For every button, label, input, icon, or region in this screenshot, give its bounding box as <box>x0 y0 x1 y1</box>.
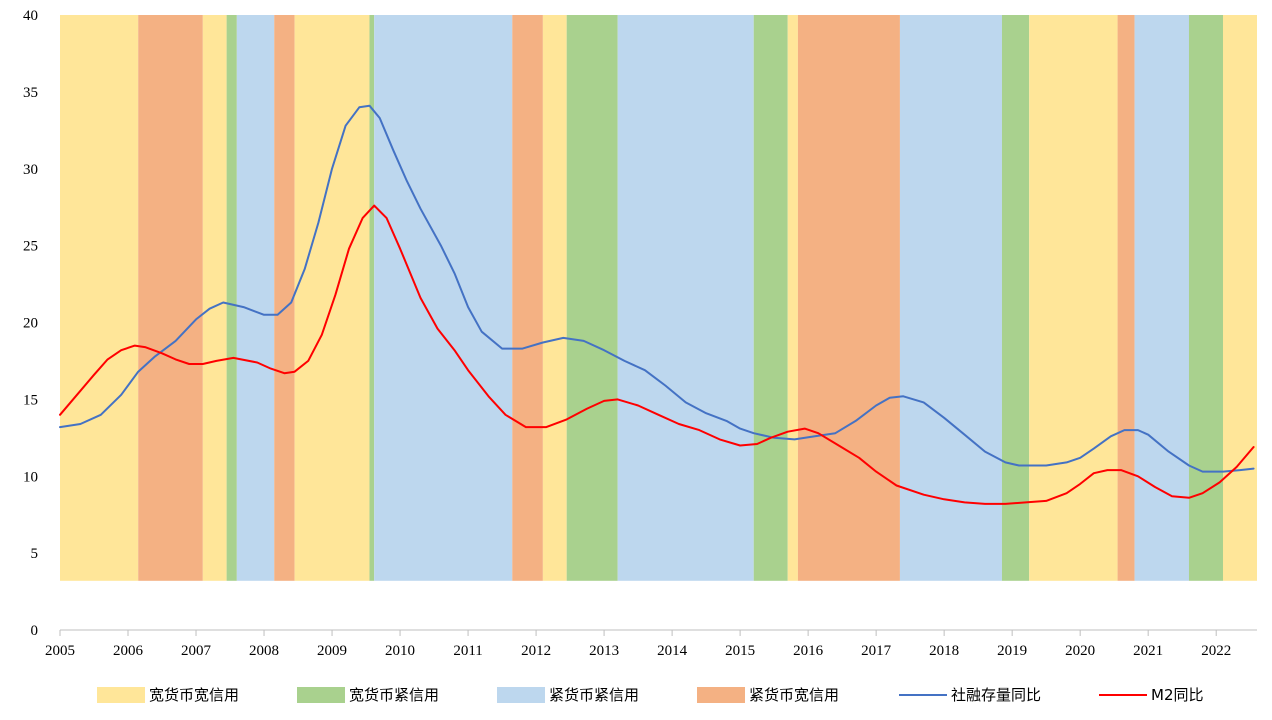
regime-band <box>1134 15 1189 581</box>
regime-band <box>1222 15 1257 581</box>
regime-band <box>1188 15 1223 581</box>
x-tick-label: 2012 <box>521 643 551 659</box>
regime-band <box>1001 15 1030 581</box>
x-tick-label: 2016 <box>793 643 824 659</box>
regime-band <box>369 15 375 581</box>
x-axis-ticks: 2005 2006 2007 2008 2009 2010 2011 2012 2013 2014… <box>45 630 1231 659</box>
regime-band <box>60 15 139 581</box>
regime-band <box>797 15 900 581</box>
x-tick-label: 2020 <box>1065 643 1095 659</box>
x-tick-label: 2018 <box>929 643 959 659</box>
regime-band <box>787 15 798 581</box>
y-tick-label: 10 <box>23 469 38 485</box>
regime-band <box>236 15 275 581</box>
y-tick-label: 25 <box>23 239 38 255</box>
regime-band <box>138 15 203 581</box>
regime-band <box>1029 15 1118 581</box>
y-tick-label: 35 <box>23 85 38 101</box>
legend-swatch <box>497 687 545 703</box>
x-tick-label: 2006 <box>113 643 144 659</box>
x-tick-label: 2019 <box>997 643 1027 659</box>
x-tick-label: 2013 <box>589 643 619 659</box>
legend-label: 宽货币宽信用 <box>149 686 239 704</box>
regime-bands <box>60 15 1257 581</box>
legend-label: 社融存量同比 <box>951 686 1041 704</box>
regime-band <box>202 15 227 581</box>
x-tick-label: 2009 <box>317 643 347 659</box>
x-tick-label: 2017 <box>861 643 892 659</box>
y-tick-label: 30 <box>23 162 38 178</box>
x-tick-label: 2014 <box>657 643 688 659</box>
regime-band <box>374 15 513 581</box>
x-tick-label: 2008 <box>249 643 279 659</box>
x-tick-label: 2005 <box>45 643 75 659</box>
y-tick-label: 20 <box>23 316 38 332</box>
x-tick-label: 2015 <box>725 643 755 659</box>
regime-band <box>512 15 543 581</box>
y-tick-label: 15 <box>23 392 38 408</box>
legend: 宽货币宽信用 宽货币紧信用 紧货币紧信用 紧货币宽信用 社融存量同比 M2同比 <box>97 686 1204 704</box>
regime-band <box>617 15 754 581</box>
regime-band <box>899 15 1002 581</box>
regime-band <box>753 15 788 581</box>
series-line <box>59 104 1255 473</box>
x-tick-label: 2022 <box>1201 643 1231 659</box>
legend-label: 紧货币宽信用 <box>749 686 839 704</box>
x-tick-label: 2011 <box>453 643 482 659</box>
x-tick-label: 2021 <box>1133 643 1163 659</box>
y-tick-label: 5 <box>31 546 39 562</box>
y-axis-tick-labels: 0 5 10 15 20 25 30 35 40 <box>23 8 38 639</box>
regime-band <box>566 15 618 581</box>
y-tick-label: 0 <box>31 623 39 639</box>
regime-band <box>1117 15 1135 581</box>
regime-band <box>542 15 567 581</box>
regime-band <box>274 15 295 581</box>
legend-swatch <box>297 687 345 703</box>
legend-label: M2同比 <box>1151 686 1204 704</box>
x-tick-label: 2010 <box>385 643 415 659</box>
legend-swatch <box>97 687 145 703</box>
regime-band <box>226 15 237 581</box>
legend-label: 紧货币紧信用 <box>549 686 639 704</box>
y-tick-label: 40 <box>23 8 38 24</box>
legend-label: 宽货币紧信用 <box>349 686 439 704</box>
legend-swatch <box>697 687 745 703</box>
x-tick-label: 2007 <box>181 643 212 659</box>
regime-band <box>294 15 370 581</box>
series-lines <box>59 104 1255 505</box>
series-line <box>59 204 1255 505</box>
